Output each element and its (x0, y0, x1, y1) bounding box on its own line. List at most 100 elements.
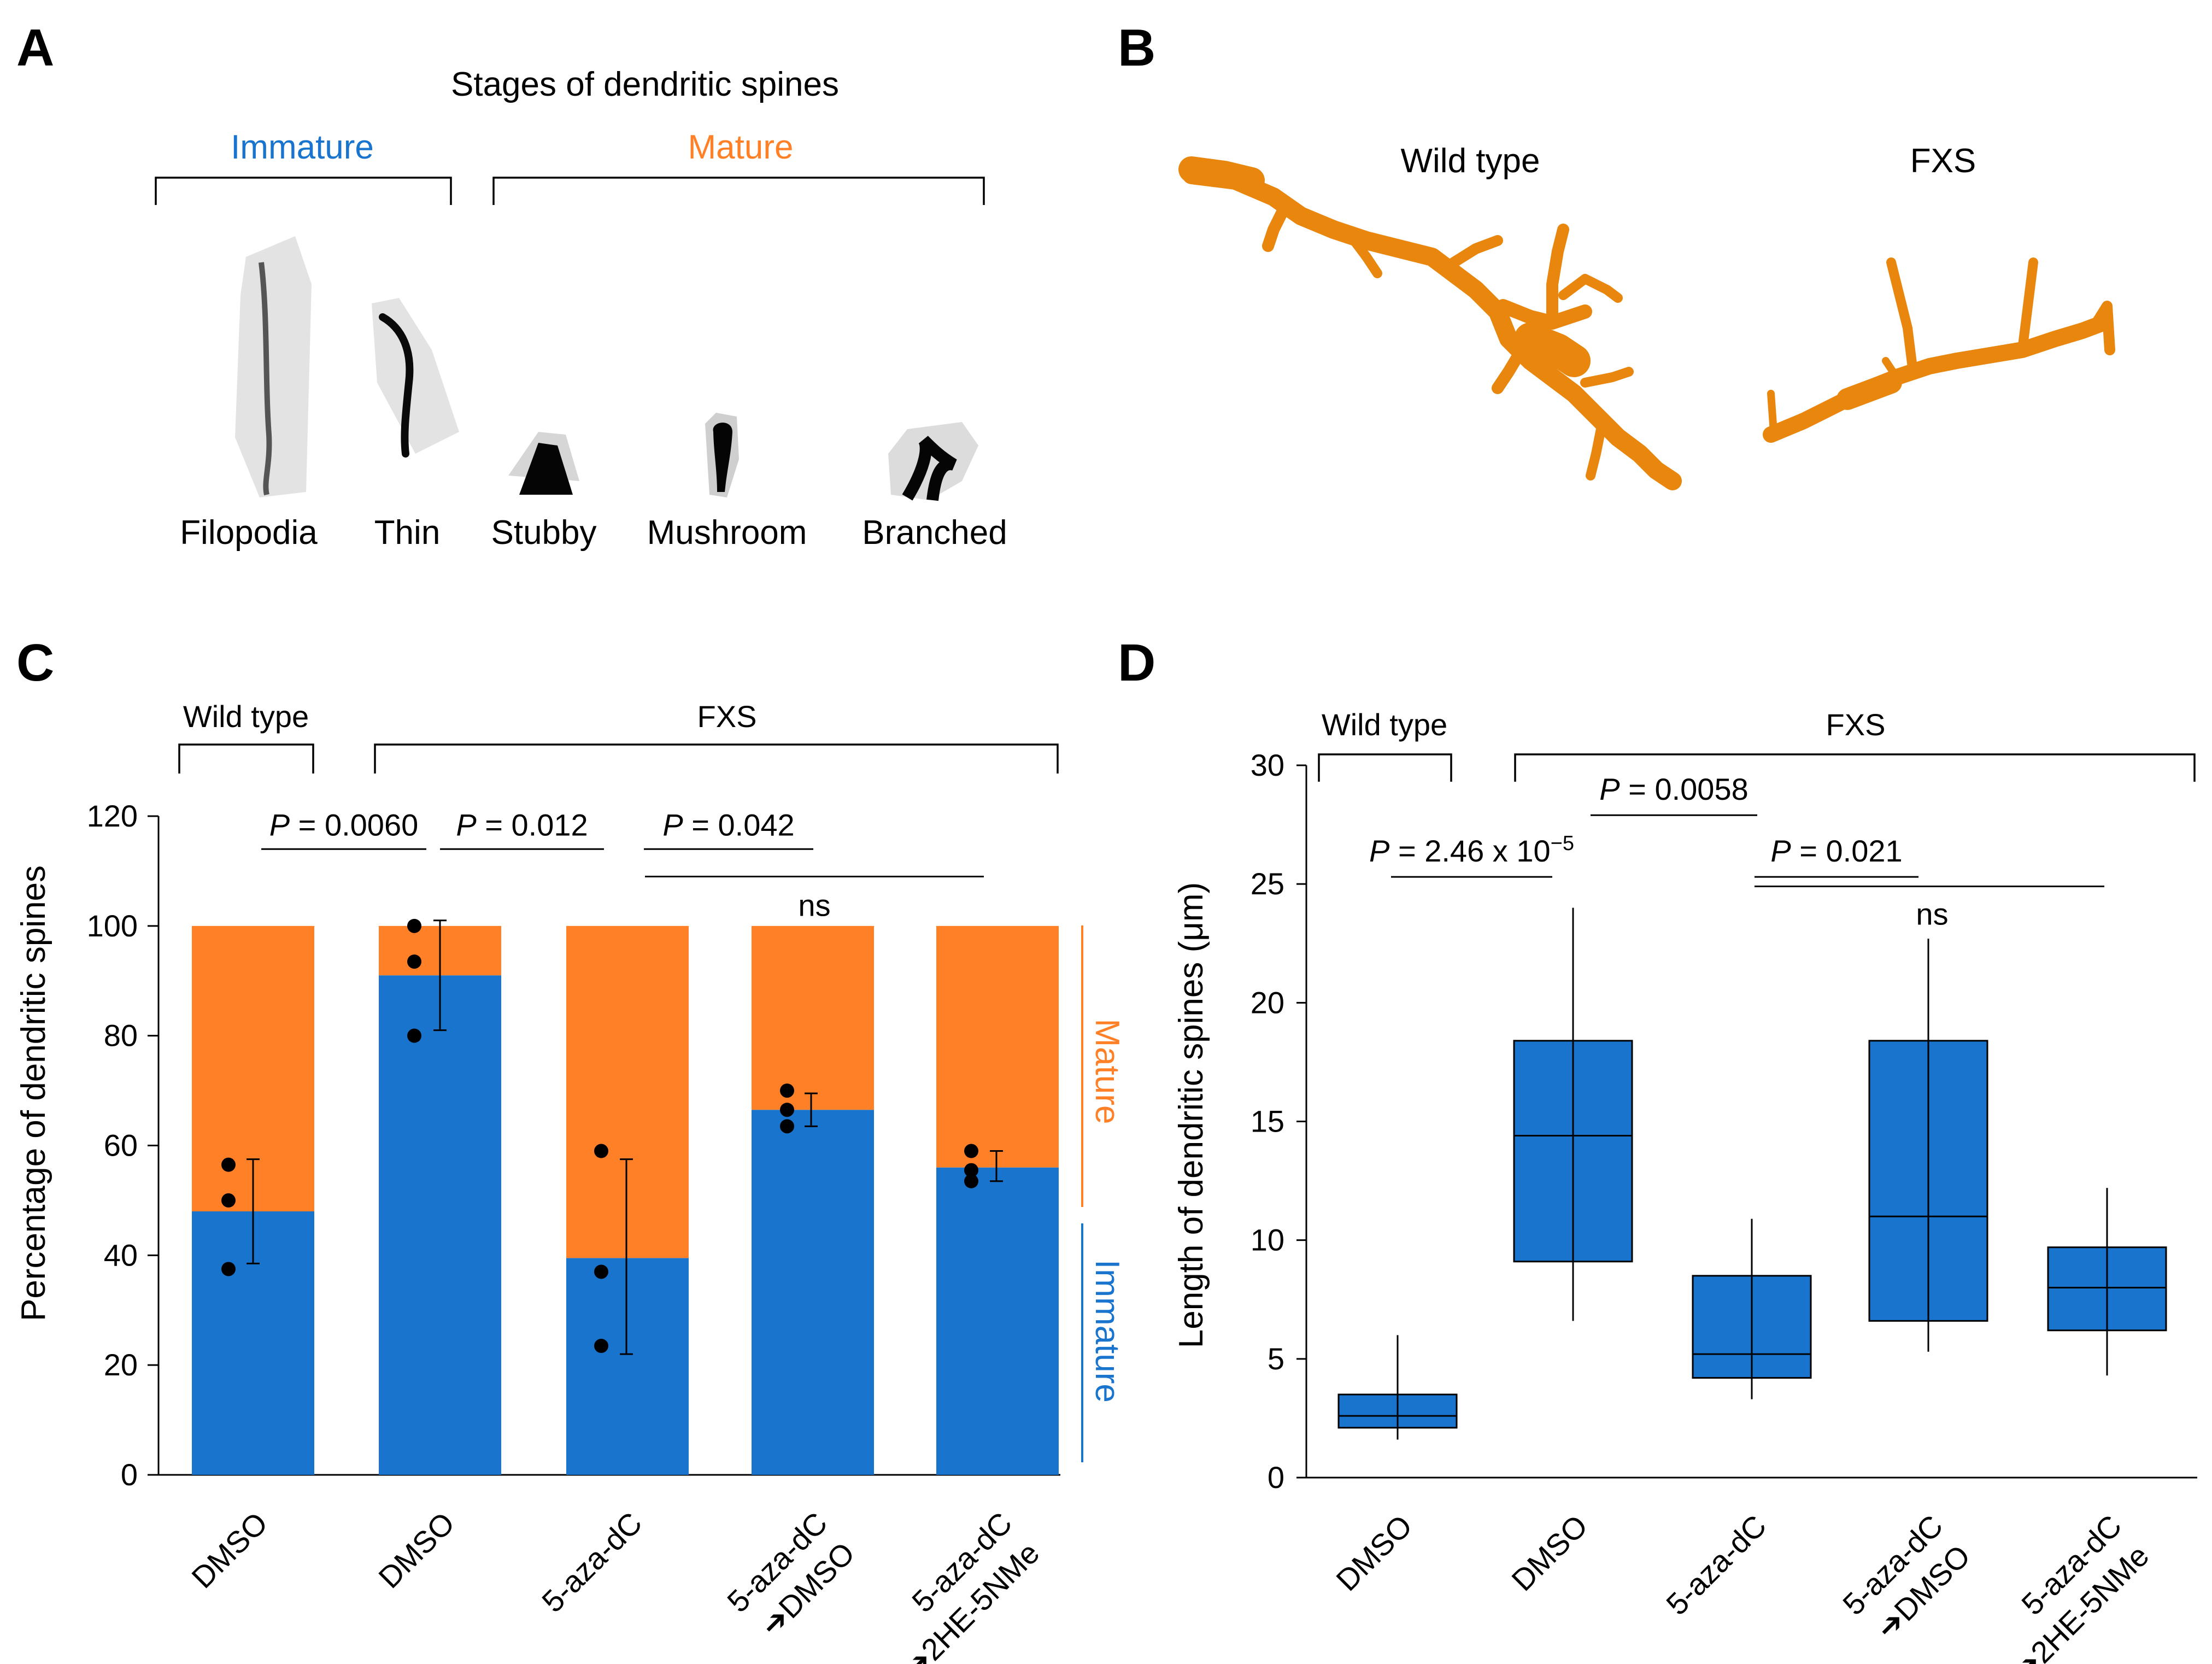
panel-d-x-label-2: 5-aza-dC (1659, 1508, 1773, 1621)
immature-side-label: Immature (1088, 1259, 1126, 1403)
panel-d-y-tick-label: 25 (1251, 866, 1284, 901)
wild-type-neuron-label: Wild type (1401, 142, 1540, 180)
panel-d-wild-type-bracket (1318, 753, 1452, 782)
bar-mature-4 (936, 925, 1059, 1168)
bar-immature-2 (566, 1258, 689, 1475)
spine-mushroom-image (705, 413, 739, 497)
panel-c-y-tick-label: 80 (104, 1018, 138, 1053)
panel-a-letter: A (16, 19, 54, 77)
data-point-3-0 (780, 1119, 794, 1134)
panel-c-x-label-1: DMSO (372, 1505, 461, 1595)
panel-c-side-labels: Mature Immature (1081, 925, 1126, 1462)
sig-label-2: P = 0.042 (662, 807, 794, 842)
data-point-0-0 (221, 1262, 236, 1276)
panel-d-y-tick-label: 10 (1251, 1223, 1284, 1257)
data-point-2-0 (594, 1339, 608, 1354)
data-point-1-0 (407, 1028, 421, 1043)
stage-label-mushroom: Mushroom (647, 514, 807, 552)
stage-label-filopodia: Filopodia (180, 514, 318, 552)
panel-d-significance: P = 2.46 x 10−5 P = 0.0058 P = 0.021 ns (1369, 772, 2104, 931)
panel-c-x-labels: DMSO DMSO 5-aza-dC 5-aza-dC➔DMSO 5-aza-dC➔2H… (185, 1505, 1046, 1664)
panel-c-y-tick-label: 100 (87, 909, 138, 943)
panel-d-y-tick-label: 20 (1251, 985, 1284, 1020)
data-point-1-1 (407, 954, 421, 969)
group-immature-label: Immature (231, 128, 374, 166)
stage-labels: Filopodia Thin Stubby Mushroom Branched (180, 514, 1007, 552)
wild-type-dendrite-image (1178, 156, 1682, 490)
panel-c-significance: P = 0.0060 P = 0.012 P = 0.042 ns (261, 807, 984, 922)
data-point-3-2 (780, 1083, 794, 1098)
data-point-2-1 (594, 1264, 608, 1279)
panel-c-y-tick-label: 120 (87, 799, 138, 833)
panel-c-y-tick-label: 40 (104, 1238, 138, 1272)
panel-d: D Wild type FXS Length of dendritic spin… (1118, 634, 2197, 1664)
data-point-0-2 (221, 1157, 236, 1172)
panel-d-x-labels: DMSODMSO5-aza-dC5-aza-dC➔DMSO5-aza-dC➔2H… (1329, 1508, 2155, 1664)
immature-bracket (155, 177, 452, 205)
panel-b: B Wild type FXS (1118, 19, 2115, 490)
fxs-dendrite-image (1763, 257, 2115, 443)
bar-immature-4 (936, 1167, 1059, 1475)
panel-b-letter: B (1118, 19, 1155, 77)
panel-d-y-tick-label: 5 (1268, 1341, 1284, 1376)
sig-label-d-1: P = 0.0058 (1599, 772, 1748, 806)
bar-mature-3 (752, 925, 874, 1110)
data-point-1-2 (407, 918, 421, 933)
panel-c-bars (192, 925, 1059, 1475)
panel-d-y-tick-label: 30 (1251, 748, 1284, 782)
spine-branched-image (888, 422, 978, 501)
panel-c-y-tick-label: 20 (104, 1347, 138, 1382)
group-mature-label: Mature (688, 128, 794, 166)
panel-a-title: Stages of dendritic spines (451, 66, 839, 103)
panel-c-y-tick-label: 0 (121, 1457, 138, 1492)
panel-c-y-ticks: 0 20 40 60 80 100 120 (87, 799, 159, 1492)
panel-d-letter: D (1118, 634, 1155, 692)
panel-d-x-label-0: DMSO (1329, 1508, 1418, 1597)
panel-d-x-label-1: DMSO (1505, 1508, 1594, 1597)
data-point-4-2 (964, 1144, 978, 1158)
panel-c-x-label-0: DMSO (185, 1505, 274, 1595)
bar-immature-3 (752, 1110, 874, 1475)
panel-c-error-bars (247, 919, 1003, 1355)
bar-mature-2 (566, 925, 689, 1258)
spine-stubby-image (508, 432, 579, 495)
data-point-2-2 (594, 1144, 608, 1158)
panel-c-y-axis-label: Percentage of dendritic spines (15, 865, 52, 1321)
panel-d-y-tick-label: 15 (1251, 1104, 1284, 1139)
spine-thin-image (372, 298, 459, 458)
panel-d-y-axis-label: Length of dendritic spines (μm) (1172, 882, 1210, 1348)
spine-filopodia-image (235, 236, 312, 497)
mature-side-label: Mature (1088, 1019, 1126, 1124)
panel-d-y-tick-label: 0 (1268, 1460, 1284, 1495)
sig-label-1: P = 0.012 (456, 807, 588, 842)
data-point-4-0 (964, 1174, 978, 1188)
sig-label-3: ns (798, 888, 830, 922)
sig-label-0: P = 0.0060 (269, 807, 418, 842)
bar-immature-1 (379, 975, 501, 1475)
data-point-4-1 (964, 1163, 978, 1177)
panel-c-wild-type-bracket (178, 743, 314, 774)
stage-label-stubby: Stubby (491, 514, 596, 552)
stage-label-thin: Thin (374, 514, 441, 552)
sig-label-d-0: P = 2.46 x 10−5 (1369, 832, 1574, 868)
panel-c-y-tick-label: 60 (104, 1128, 138, 1163)
panel-d-wild-type-label: Wild type (1322, 707, 1447, 742)
fxs-neuron-label: FXS (1910, 142, 1976, 180)
panel-d-boxes (1337, 907, 2167, 1440)
sig-label-d-3: ns (1916, 897, 1948, 931)
panel-c-letter: C (16, 634, 54, 692)
panel-c: C Wild type FXS Percentage of dendritic … (15, 634, 1126, 1664)
stage-label-branched: Branched (862, 514, 1007, 552)
panel-c-wild-type-label: Wild type (183, 699, 309, 734)
panel-d-fxs-label: FXS (1826, 707, 1886, 742)
panel-c-fxs-label: FXS (697, 699, 757, 734)
panel-c-x-label-2: 5-aza-dC (535, 1505, 648, 1619)
sig-label-d-2: P = 0.021 (1770, 834, 1902, 868)
panel-d-fxs-bracket (1514, 753, 2196, 782)
panel-d-y-ticks: 0 5 10 15 20 25 30 (1251, 748, 1306, 1495)
panel-c-data-points (221, 918, 978, 1354)
panel-a: A Stages of dendritic spines Immature Ma… (16, 19, 1007, 552)
data-point-3-1 (780, 1103, 794, 1117)
mature-bracket (492, 177, 985, 205)
